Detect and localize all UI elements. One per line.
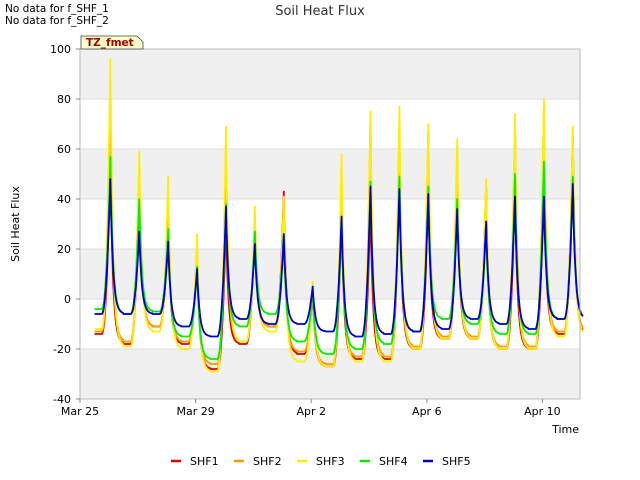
y-tick-label: 0 <box>64 293 71 306</box>
grid-band <box>80 349 580 399</box>
plot-frame <box>79 48 581 400</box>
tz-badge: TZ_fmet <box>80 35 144 50</box>
grid-band <box>80 149 580 199</box>
legend-label-shf2: SHF2 <box>253 455 282 468</box>
x-tick-label: Apr 10 <box>524 405 561 418</box>
grid-band <box>80 249 580 299</box>
grid-band <box>80 49 580 99</box>
y-tick-label: 60 <box>57 143 71 156</box>
series-line-shf5 <box>93 178 584 338</box>
y-tick-label: 100 <box>50 43 71 56</box>
no-data-note-2: No data for f_SHF_2 <box>5 15 109 27</box>
y-axis-label: Soil Heat Flux <box>9 186 22 262</box>
y-tick-label: 20 <box>57 243 71 256</box>
x-tick-label: Apr 2 <box>296 405 326 418</box>
series-line-shf3 <box>93 58 584 373</box>
y-tick-label: 80 <box>57 93 71 106</box>
y-tick-label: -40 <box>53 393 71 406</box>
y-tick-label: 40 <box>57 193 71 206</box>
x-tick-label: Mar 25 <box>61 405 99 418</box>
tz-badge-label: TZ_fmet <box>86 37 134 49</box>
x-tick-label: Mar 29 <box>176 405 214 418</box>
legend: SHF1 SHF2 SHF3 SHF4 SHF5 <box>171 455 471 468</box>
y-tick-label: -20 <box>53 343 71 356</box>
no-data-note-1: No data for f_SHF_1 <box>5 3 109 15</box>
chart-title: Soil Heat Flux <box>275 4 365 19</box>
legend-label-shf4: SHF4 <box>379 455 408 468</box>
x-axis-label: Time <box>551 423 579 436</box>
legend-label-shf5: SHF5 <box>442 455 471 468</box>
x-tick-label: Apr 6 <box>412 405 442 418</box>
legend-label-shf1: SHF1 <box>190 455 219 468</box>
legend-label-shf3: SHF3 <box>316 455 345 468</box>
